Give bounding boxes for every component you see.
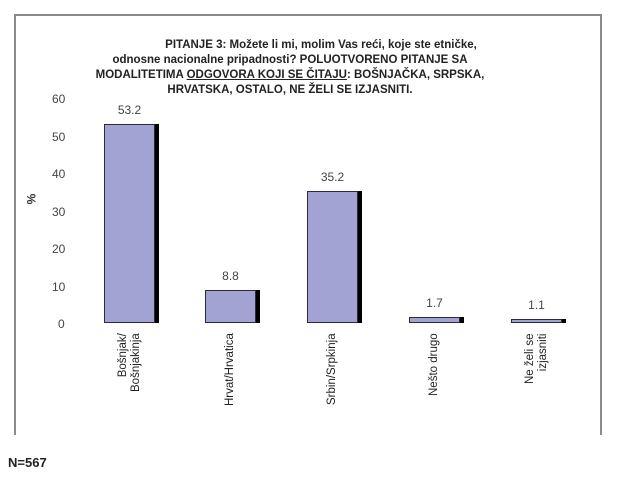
bar-value-label: 35.2: [320, 170, 345, 184]
x-category-label-line: Bošnjak/: [116, 333, 129, 378]
chart-frame: [14, 14, 602, 435]
bar-value-label: 53.2: [117, 102, 142, 117]
x-category-label-line: Srbin/Srpkinja: [326, 333, 338, 405]
x-category-label: Nešto drugo: [428, 333, 441, 396]
title-line-2: odnosne nacionalne pripadnosti? POLUOTVO…: [112, 54, 468, 66]
bar: [205, 290, 256, 323]
x-category-label: Ne želi se izjasniti: [524, 334, 550, 385]
y-tick-label: 30: [52, 204, 66, 219]
x-category-label: Bošnjak/Bošnjakinja: [117, 333, 143, 392]
x-category-label: Srbin/Srpkinja: [326, 333, 339, 405]
y-axis-label: %: [24, 193, 39, 205]
bar-value-label: 8.8: [222, 269, 239, 283]
bar-value-label: 1.7: [426, 295, 443, 310]
x-category-label-line: Bošnjakinja: [129, 333, 142, 392]
x-category-label-line: Hrvat/Hrvatica: [224, 333, 236, 406]
x-category-label-line: Ne želi se: [523, 333, 536, 385]
y-tick-label: 0: [58, 317, 65, 331]
y-tick-label: 40: [52, 167, 66, 181]
bar: [511, 318, 562, 323]
chart-title: PITANJE 3: Možete li mi, molim Vas reći,…: [90, 38, 490, 98]
title-line-3: MODALITETIMA ODGOVORA KOJI SE ČITAJU: BO…: [90, 68, 490, 83]
x-category-label: Hrvat/Hrvatica: [224, 333, 237, 406]
y-tick-label: 10: [52, 279, 66, 294]
title-line-4: HRVATSKA, OSTALO, NE ŽELI SE IZJASNITI.: [167, 84, 413, 96]
title-line-3-prefix: MODALITETIMA: [95, 69, 187, 81]
bar-value-label: 1.1: [528, 297, 545, 312]
title-line-3-suffix: : BOŠNJAČKA, SRPSKA,: [346, 69, 485, 81]
bar: [307, 191, 358, 323]
y-tick-label: 50: [52, 129, 66, 144]
bar: [104, 123, 155, 323]
x-category-label-line: izjasniti: [536, 333, 549, 372]
title-underlined-text: ODGOVORA KOJI SE ČITAJU: [186, 69, 347, 81]
bar: [409, 316, 460, 323]
y-tick-label: 20: [52, 242, 66, 256]
sample-size-note: N=567: [8, 455, 47, 470]
y-tick-label: 60: [52, 92, 66, 106]
x-category-label-line: Nešto drugo: [428, 333, 440, 396]
title-line-1: PITANJE 3: Možete li mi, molim Vas reći,…: [165, 39, 477, 51]
